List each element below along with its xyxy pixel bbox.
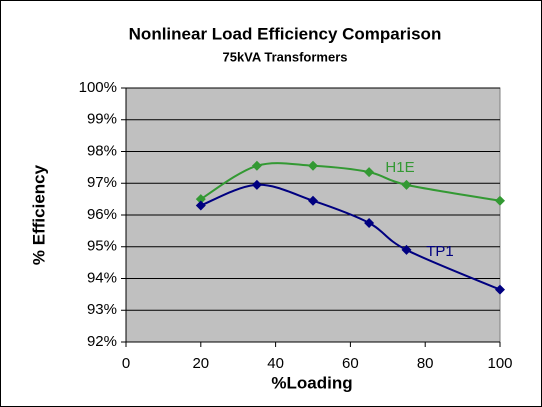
y-tick-label: 94%	[87, 269, 117, 286]
x-tick-label: 60	[342, 355, 359, 372]
data-point	[401, 244, 412, 255]
data-point	[401, 179, 412, 190]
data-point	[251, 160, 262, 171]
data-point	[364, 167, 375, 178]
data-point	[195, 194, 206, 205]
x-axis-label: %Loading	[271, 373, 352, 392]
chart-subtitle: 75kVA Transformers	[222, 49, 347, 64]
data-point	[364, 217, 375, 228]
x-tick-label: 40	[267, 355, 284, 372]
chart-title: Nonlinear Load Efficiency Comparison	[129, 24, 442, 43]
y-tick-label: 92%	[87, 333, 117, 350]
data-point	[495, 284, 505, 295]
x-tick-label: 0	[122, 355, 130, 372]
data-point	[251, 179, 262, 190]
y-tick-label: 97%	[87, 174, 117, 191]
y-tick-label: 100%	[79, 79, 117, 96]
data-point	[195, 200, 206, 211]
x-tick-label: 100	[487, 355, 512, 372]
series-label: H1E	[385, 159, 414, 176]
x-tick-label: 20	[192, 355, 209, 372]
y-tick-label: 95%	[87, 238, 117, 255]
x-tick-label: 80	[417, 355, 434, 372]
y-tick-label: 96%	[87, 206, 117, 223]
y-tick-label: 93%	[87, 301, 117, 318]
data-point	[495, 195, 505, 206]
data-point	[308, 195, 318, 206]
data-point	[308, 160, 318, 171]
y-tick-label: 99%	[87, 111, 117, 128]
y-tick-label: 98%	[87, 142, 117, 159]
series-label: TP1	[426, 243, 454, 260]
series-line	[200, 162, 501, 202]
y-axis-label: % Efficiency	[29, 164, 48, 265]
